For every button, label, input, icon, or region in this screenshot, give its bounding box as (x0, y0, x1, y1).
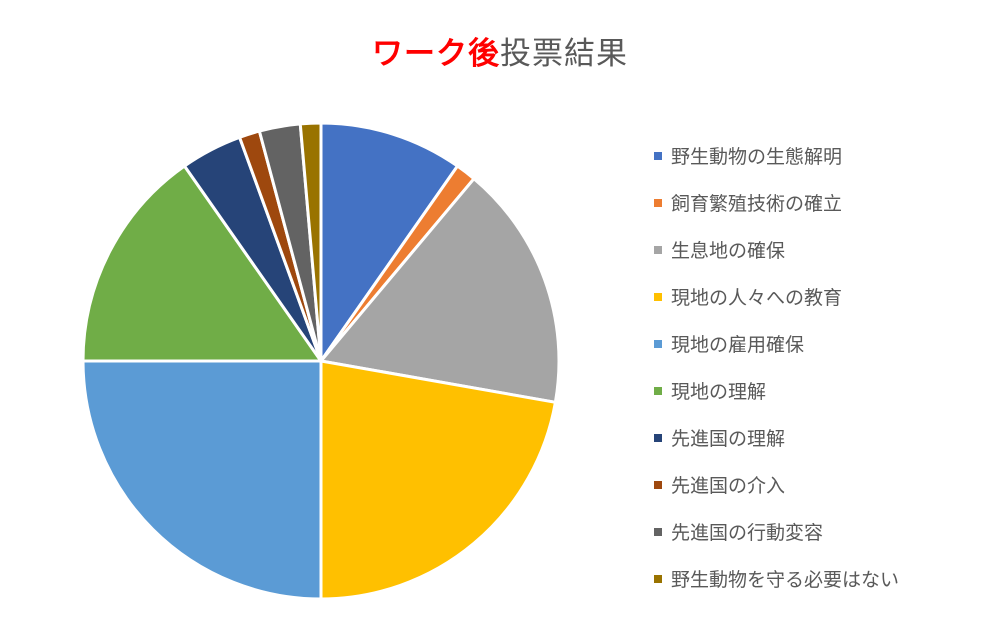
pie-slice (319, 177, 561, 404)
legend-swatch (654, 292, 662, 301)
legend-label: 野生動物の生態解明 (671, 146, 843, 168)
legend-label: 先進国の介入 (671, 475, 786, 497)
pie-slice (319, 359, 557, 601)
legend-item: 現地の人々への教育 (654, 273, 899, 320)
legend-item: 先進国の理解 (654, 414, 899, 461)
legend-swatch (654, 433, 662, 442)
legend-item: 生息地の確保 (654, 226, 899, 273)
legend-label: 現地の雇用確保 (671, 334, 805, 356)
legend-swatch (654, 527, 662, 536)
legend-label: 生息地の確保 (671, 240, 786, 262)
legend-item: 野生動物を守る必要はない (654, 555, 899, 602)
legend-swatch (654, 151, 662, 160)
legend-item: 現地の理解 (654, 367, 899, 414)
pie-slices (81, 121, 561, 601)
legend-swatch (654, 574, 662, 583)
legend-label: 野生動物を守る必要はない (671, 569, 900, 591)
legend-label: 現地の理解 (671, 381, 767, 403)
legend-swatch (654, 198, 662, 207)
legend-label: 現地の人々への教育 (671, 287, 843, 309)
pie-slice (319, 121, 460, 363)
chart-title-rest: 投票結果 (500, 36, 628, 72)
chart-title: ワーク後投票結果 (0, 28, 1000, 73)
pie-slice (81, 164, 323, 363)
legend-item: 現地の雇用確保 (654, 320, 899, 367)
pie-slice (81, 359, 323, 601)
legend-swatch (654, 339, 662, 348)
legend-item: 先進国の介入 (654, 461, 899, 508)
legend-item: 飼育繁殖技術の確立 (654, 179, 899, 226)
legend-item: 野生動物の生態解明 (654, 132, 899, 179)
legend-swatch (654, 245, 662, 254)
legend-label: 先進国の理解 (671, 428, 786, 450)
pie-slice (298, 121, 323, 363)
legend-swatch (654, 386, 662, 395)
chart-title-highlight: ワーク後 (372, 36, 500, 72)
legend-label: 先進国の行動変容 (671, 522, 824, 544)
legend: 野生動物の生態解明 飼育繁殖技術の確立 生息地の確保 現地の人々への教育 現地の… (654, 132, 899, 602)
legend-item: 先進国の行動変容 (654, 508, 899, 555)
legend-swatch (654, 480, 662, 489)
legend-label: 飼育繁殖技術の確立 (671, 193, 843, 215)
